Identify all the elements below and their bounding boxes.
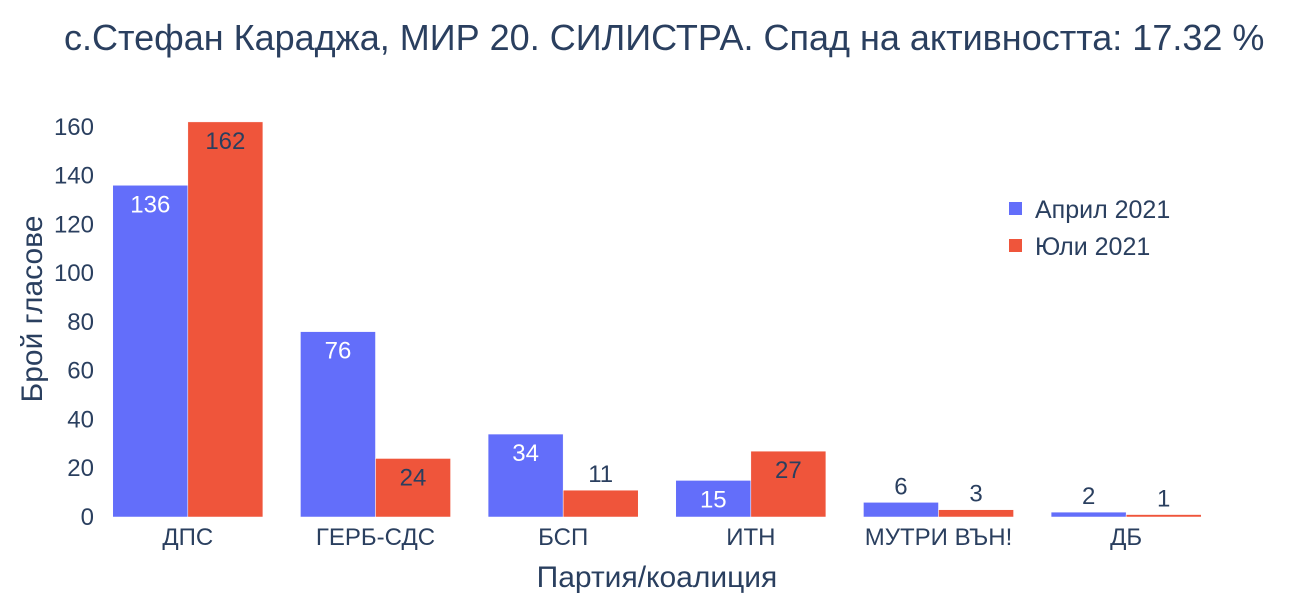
bar <box>562 489 639 518</box>
y-tick-label: 100 <box>54 260 94 287</box>
x-tick-label: ИТН <box>726 524 775 551</box>
bar-value-label: 162 <box>205 128 245 155</box>
bar <box>187 121 264 518</box>
y-tick-label: 80 <box>67 309 94 336</box>
bar <box>300 331 376 518</box>
bar <box>863 502 939 518</box>
bar-value-label: 24 <box>400 464 427 491</box>
legend-swatch <box>1009 202 1022 215</box>
bar <box>1050 511 1127 518</box>
x-tick-label: ДБ <box>1110 524 1142 551</box>
bar <box>487 433 564 518</box>
y-tick-label: 0 <box>81 504 94 531</box>
bar <box>1125 514 1202 518</box>
bar-value-label: 34 <box>512 440 539 467</box>
y-tick-label: 140 <box>54 163 94 190</box>
bar-value-label: 6 <box>894 473 907 500</box>
bar <box>675 480 752 518</box>
x-axis-title: Партия/коалиция <box>537 561 778 594</box>
bar <box>938 509 1014 518</box>
legend: Април 2021 Юли 2021 <box>1009 196 1170 261</box>
y-axis-ticks: 0 20 40 60 80 100 120 140 160 <box>54 114 94 531</box>
legend-swatch <box>1009 239 1022 252</box>
chart-title: с.Стефан Караджа, МИР 20. СИЛИСТРА. Спад… <box>64 17 1264 58</box>
x-axis-ticks: ДПС ГЕРБ-СДС БСП ИТН МУТРИ ВЪН! ДБ <box>162 524 1142 551</box>
bar-value-label: 2 <box>1082 483 1095 510</box>
y-tick-label: 60 <box>67 358 94 385</box>
bar-value-label: 76 <box>325 338 352 365</box>
bar <box>375 458 451 518</box>
bar-value-label: 15 <box>700 486 727 513</box>
bar <box>750 450 827 518</box>
y-tick-label: 20 <box>67 455 94 482</box>
x-tick-label: ГЕРБ-СДС <box>316 524 435 551</box>
bar-value-label: 3 <box>969 481 982 508</box>
x-tick-label: ДПС <box>162 524 213 551</box>
bar-value-label: 11 <box>588 461 613 488</box>
y-tick-label: 40 <box>67 406 94 433</box>
y-axis-title: Брой гласове <box>16 216 49 403</box>
legend-label: Април 2021 <box>1035 196 1170 224</box>
y-tick-label: 160 <box>54 114 94 141</box>
y-tick-label: 120 <box>54 211 94 238</box>
x-tick-label: БСП <box>538 524 588 551</box>
legend-label: Юли 2021 <box>1035 233 1150 261</box>
bar-value-label: 1 <box>1157 486 1170 513</box>
bar-value-label: 136 <box>130 191 170 218</box>
bar <box>112 185 189 518</box>
bar-labels: 136 76 34 15 6 2 162 24 11 27 3 1 <box>130 128 1170 514</box>
bars <box>112 121 1202 518</box>
bar-value-label: 27 <box>775 457 802 484</box>
x-tick-label: МУТРИ ВЪН! <box>865 524 1012 551</box>
